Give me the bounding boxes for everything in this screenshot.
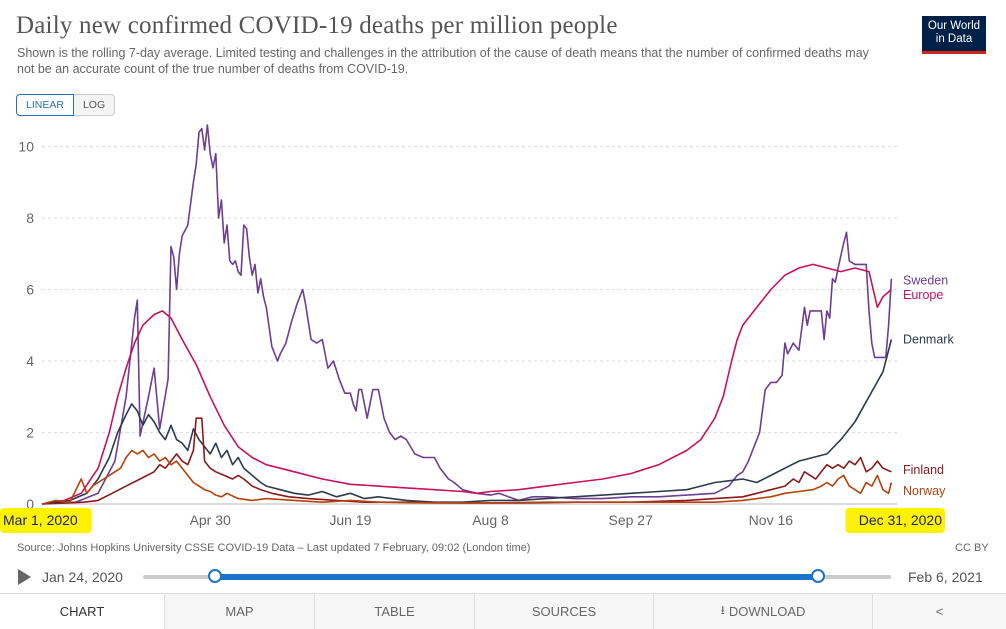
x-tick-label: Jun 19 xyxy=(329,512,371,528)
y-tick-label: 10 xyxy=(18,138,34,154)
series-line-norway xyxy=(41,449,893,505)
play-icon[interactable] xyxy=(18,569,31,585)
series-line-europe xyxy=(41,263,892,505)
x-tick-label: Apr 30 xyxy=(190,512,231,528)
scale-toggle: LINEAR LOG xyxy=(16,94,116,116)
log-scale-button[interactable]: LOG xyxy=(73,94,116,116)
chart-subtitle: Shown is the rolling 7-day average. Limi… xyxy=(17,46,869,76)
series-line-finland xyxy=(41,417,892,505)
linear-scale-button[interactable]: LINEAR xyxy=(16,94,74,116)
series-line-denmark xyxy=(41,339,893,505)
x-tick-highlight xyxy=(0,508,92,533)
tab-chart-label: CHART xyxy=(59,604,105,619)
series-label-europe: Europe xyxy=(903,288,943,302)
y-tick-label: 2 xyxy=(26,424,34,440)
x-tick-label: Mar 1, 2020 xyxy=(3,512,78,528)
timeline: Jan 24, 2020 Feb 6, 2021 xyxy=(0,562,1006,592)
y-tick-label: 4 xyxy=(26,353,34,369)
tab-map[interactable]: MAP xyxy=(164,594,314,629)
timeline-start-label: Jan 24, 2020 xyxy=(42,569,123,585)
x-tick-label: Nov 16 xyxy=(749,512,794,528)
owid-logo[interactable]: Our World in Data xyxy=(922,16,986,54)
license-link[interactable]: CC BY xyxy=(955,542,989,554)
y-tick-label: 0 xyxy=(26,496,34,512)
timeline-start-handle[interactable] xyxy=(208,569,222,583)
share-icon: < xyxy=(935,604,944,619)
y-tick-label: 8 xyxy=(26,210,34,226)
x-tick-label: Dec 31, 2020 xyxy=(859,512,942,528)
tab-share[interactable]: < xyxy=(872,594,1006,629)
tab-map-label: MAP xyxy=(225,604,254,619)
timeline-end-handle[interactable] xyxy=(811,569,825,583)
tab-sources[interactable]: SOURCES xyxy=(474,594,653,629)
tab-chart[interactable]: CHART xyxy=(0,594,164,629)
source-note: Source: Johns Hopkins University CSSE CO… xyxy=(17,542,531,554)
logo-line-1: Our World xyxy=(927,20,981,32)
x-tick-label: Aug 8 xyxy=(472,512,509,528)
series-label-norway: Norway xyxy=(903,484,946,498)
tab-download-label: DOWNLOAD xyxy=(728,604,806,619)
tab-bar: CHART MAP TABLE SOURCES ⭳ DOWNLOAD < xyxy=(0,593,1006,629)
series-label-sweden: Sweden xyxy=(903,274,948,288)
tab-table[interactable]: TABLE xyxy=(314,594,474,629)
tab-table-label: TABLE xyxy=(374,604,415,619)
timeline-selected-range xyxy=(215,574,818,580)
x-tick-highlight xyxy=(845,508,945,533)
tab-sources-label: SOURCES xyxy=(531,604,597,619)
download-icon: ⭳ xyxy=(720,603,725,617)
y-tick-label: 6 xyxy=(26,281,34,297)
series-label-denmark: Denmark xyxy=(903,333,954,347)
x-tick-label: Sep 27 xyxy=(609,512,654,528)
series-label-finland: Finland xyxy=(903,463,944,477)
chart-title: Daily new confirmed COVID-19 deaths per … xyxy=(16,12,618,39)
logo-line-2: in Data xyxy=(935,33,973,45)
line-chart: 0 2 4 6 8 10 Mar 1, 2020 Apr 30 Jun 19 Aug 8 Sep 2… xyxy=(0,124,954,533)
series-line-sweden xyxy=(41,124,893,505)
timeline-end-label: Feb 6, 2021 xyxy=(908,569,983,585)
tab-download[interactable]: ⭳ DOWNLOAD xyxy=(653,594,872,629)
